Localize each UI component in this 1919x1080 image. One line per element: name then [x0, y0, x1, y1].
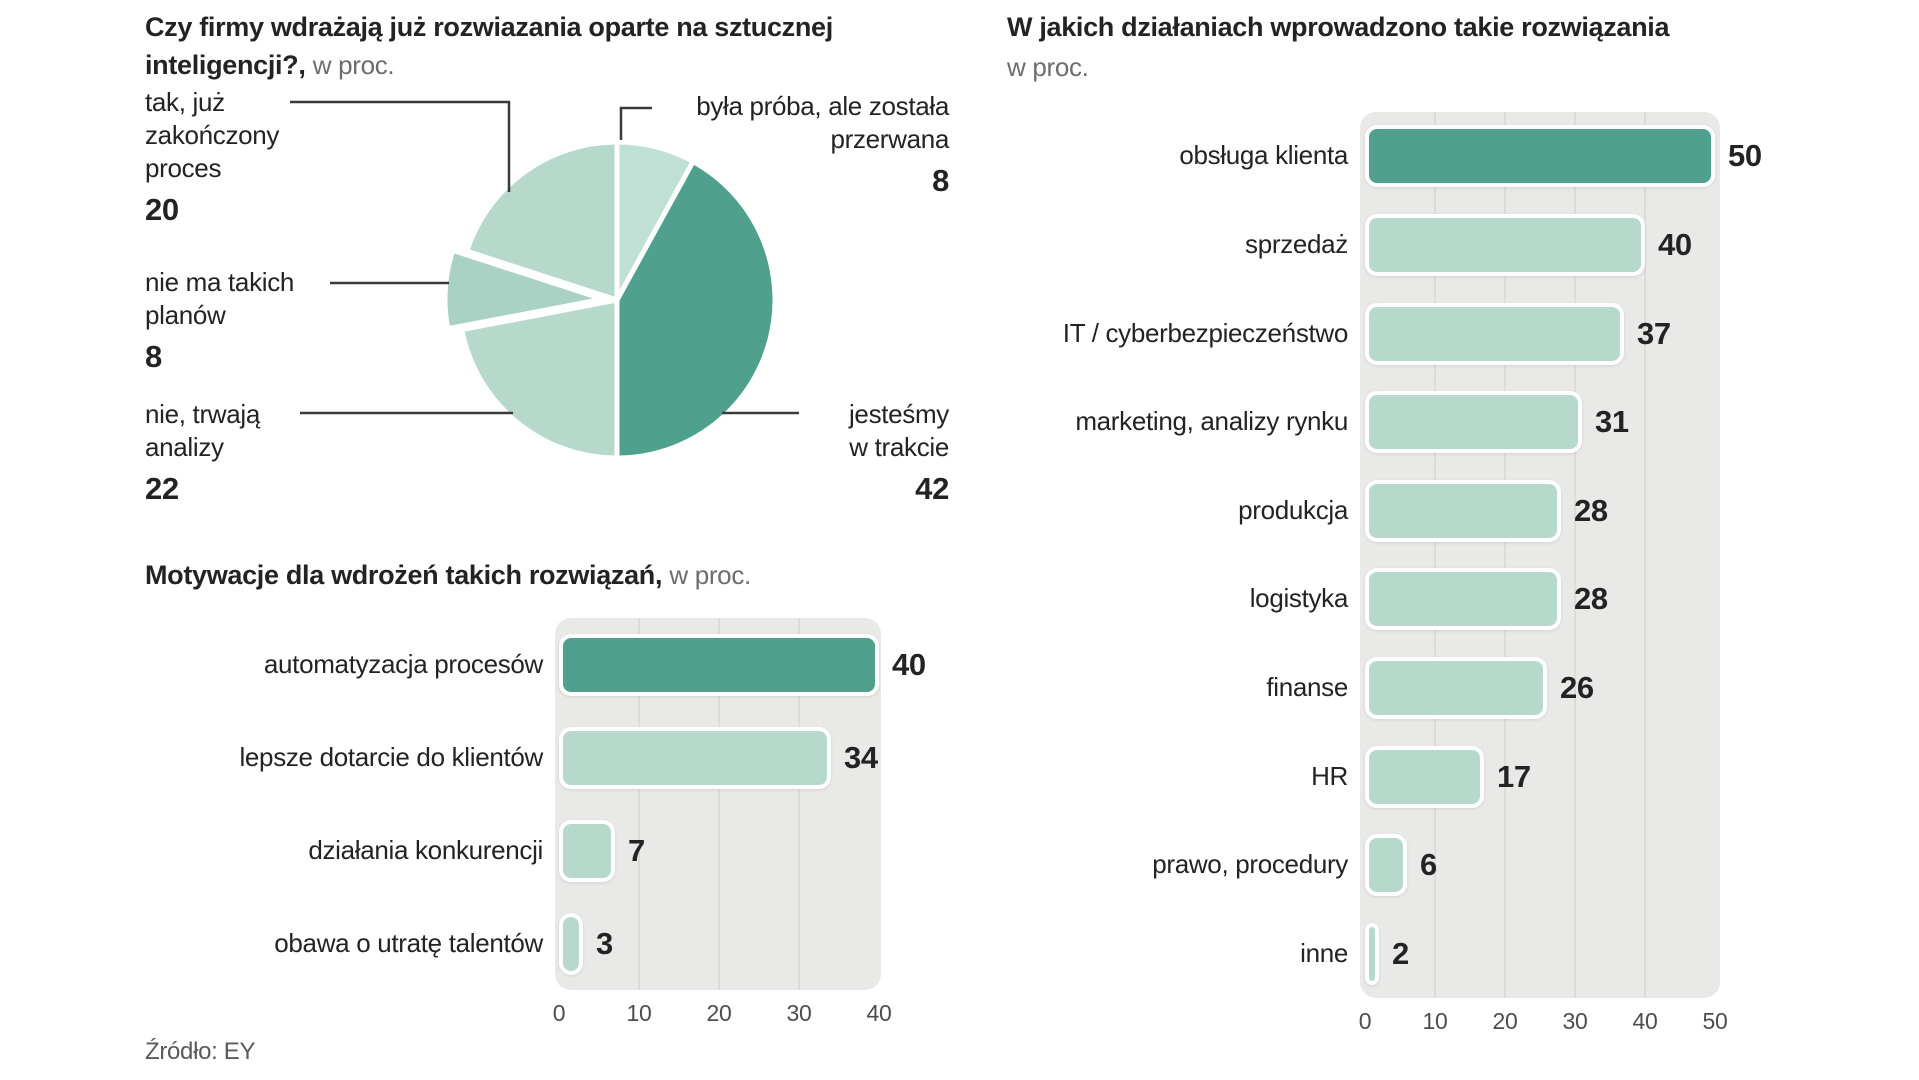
bar-value: 40 [892, 646, 926, 682]
bar-sprzedaż [1365, 213, 1645, 276]
gridline-10 [638, 618, 640, 990]
bar-lepsze dotarcie do klientów [559, 726, 831, 789]
bar-finanse [1365, 656, 1547, 719]
pie-callout-2: nie, trwają analizy 22 [145, 398, 260, 506]
bar-produkcja [1365, 479, 1561, 542]
bar-value: 37 [1637, 315, 1671, 351]
gridline-20 [1504, 112, 1506, 998]
areas-section-title-unit: w proc. [1007, 52, 1089, 82]
pie-callout-label: przerwana [830, 124, 949, 154]
gridline-20 [718, 618, 720, 990]
bar-obsługa klienta [1365, 125, 1715, 188]
bar-category-label: HR [1311, 760, 1348, 791]
bar-value: 50 [1728, 138, 1762, 174]
axis-tick-label: 20 [706, 1000, 732, 1026]
pie-slice-3 [442, 247, 606, 332]
pie-callout-label: tak, już [145, 87, 225, 117]
pie-slice-4 [464, 139, 620, 303]
bar-category-label: działania konkurencji [308, 834, 543, 865]
bar-value: 31 [1595, 404, 1629, 440]
axis-tick-label: 40 [866, 1000, 892, 1026]
source-note: Źródło: EY [145, 1038, 256, 1065]
bar-value: 26 [1560, 669, 1594, 705]
bar-value: 2 [1392, 935, 1409, 971]
pie-slice-2 [459, 297, 620, 461]
pie-callout-label: była próba, ale została [696, 91, 949, 121]
pie-callout-value: 8 [932, 163, 949, 198]
pie-callout-label: planów [145, 300, 226, 330]
pie-slice-1 [614, 159, 778, 461]
bar-marketing, analizy rynku [1365, 391, 1582, 454]
gridline-30 [1574, 112, 1576, 998]
bar-category-label: finanse [1266, 671, 1348, 702]
bar-category-label: sprzedaż [1245, 228, 1348, 259]
bar-category-label: marketing, analizy rynku [1075, 406, 1348, 437]
pie-section-title-line2: inteligencji?, w proc. [145, 50, 395, 81]
axis-tick-label: 0 [1358, 1008, 1372, 1034]
gridline-30 [798, 618, 800, 990]
bar-IT / cyberbezpieczeństwo [1365, 302, 1624, 365]
areas-section-title: W jakich działaniach wprowadzono takie r… [1007, 12, 1670, 42]
pie-callout-value: 22 [145, 471, 179, 506]
bar-category-label: inne [1300, 937, 1348, 968]
pie-leader-line-4 [290, 100, 511, 192]
pie-callout-label: analizy [145, 432, 224, 462]
bar-value: 40 [1658, 226, 1692, 262]
pie-callout-label: nie, trwają [145, 399, 260, 429]
pie-section-title-line1: Czy firmy wdrażają już rozwiazania opart… [145, 12, 833, 42]
pie-callout-label: proces [145, 153, 222, 183]
gridline-40 [1644, 112, 1646, 998]
bar-value: 28 [1574, 581, 1608, 617]
bar-value: 3 [596, 925, 613, 961]
axis-tick-label: 10 [1422, 1008, 1448, 1034]
axis-tick-label: 40 [1632, 1008, 1658, 1034]
motivations-title-unit: w proc. [669, 560, 751, 590]
pie-callout-0: była próba, ale została przerwana 8 [696, 90, 949, 198]
bar-category-label: produkcja [1238, 494, 1348, 525]
pie-callout-value: 20 [145, 192, 179, 227]
axis-tick-label: 50 [1702, 1008, 1728, 1034]
motivations-title-bold: Motywacje dla wdrożeń takich rozwiązań, [145, 560, 663, 590]
bar-value: 6 [1420, 847, 1437, 883]
pie-leader-line-0 [619, 106, 652, 140]
bar-automatyzacja procesów [559, 633, 879, 696]
bar-category-label: lepsze dotarcie do klientów [239, 741, 543, 772]
bar-działania konkurencji [559, 819, 615, 882]
pie-section-title-bold: inteligencji?, [145, 50, 306, 80]
bar-value: 17 [1497, 758, 1531, 794]
bar-value: 34 [844, 739, 878, 775]
pie-callout-label: zakończony [145, 120, 280, 150]
axis-tick-label: 30 [786, 1000, 812, 1026]
bar-category-label: obawa o utratę talentów [274, 927, 543, 958]
bar-category-label: IT / cyberbezpieczeństwo [1062, 317, 1349, 348]
pie-callout-value: 42 [915, 471, 949, 506]
pie-callout-3: nie ma takich planów 8 [145, 266, 294, 374]
bar-category-label: automatyzacja procesów [263, 648, 543, 679]
pie-callout-4: tak, już zakończony proces 20 [145, 86, 279, 227]
bar-obawa o utratę talentów [559, 912, 583, 975]
bar-HR [1365, 745, 1484, 808]
axis-tick-label: 10 [626, 1000, 652, 1026]
motivations-section-title: Motywacje dla wdrożeń takich rozwiązań, … [145, 560, 751, 591]
axis-tick-label: 20 [1492, 1008, 1518, 1034]
pie-callout-1: jesteśmy w trakcie 42 [849, 398, 949, 506]
pie-callout-label: w trakcie [849, 432, 949, 462]
pie-callout-label: nie ma takich [145, 267, 295, 297]
axis-tick-label: 0 [552, 1000, 566, 1026]
bar-category-label: prawo, procedury [1152, 849, 1348, 880]
bar-value: 7 [628, 832, 645, 868]
pie-callout-value: 8 [145, 339, 162, 374]
gridline-10 [1434, 112, 1436, 998]
pie-callout-label: jesteśmy [848, 399, 949, 429]
bar-category-label: logistyka [1249, 583, 1349, 614]
axis-tick-label: 30 [1562, 1008, 1588, 1034]
bar-value: 28 [1574, 492, 1608, 528]
pie-section-title-unit: w proc. [312, 50, 395, 80]
bar-prawo, procedury [1365, 834, 1407, 897]
bar-category-label: obsługa klienta [1179, 140, 1348, 171]
pie-slice-0 [614, 139, 696, 303]
bar-inne [1365, 922, 1379, 985]
bar-logistyka [1365, 568, 1561, 631]
